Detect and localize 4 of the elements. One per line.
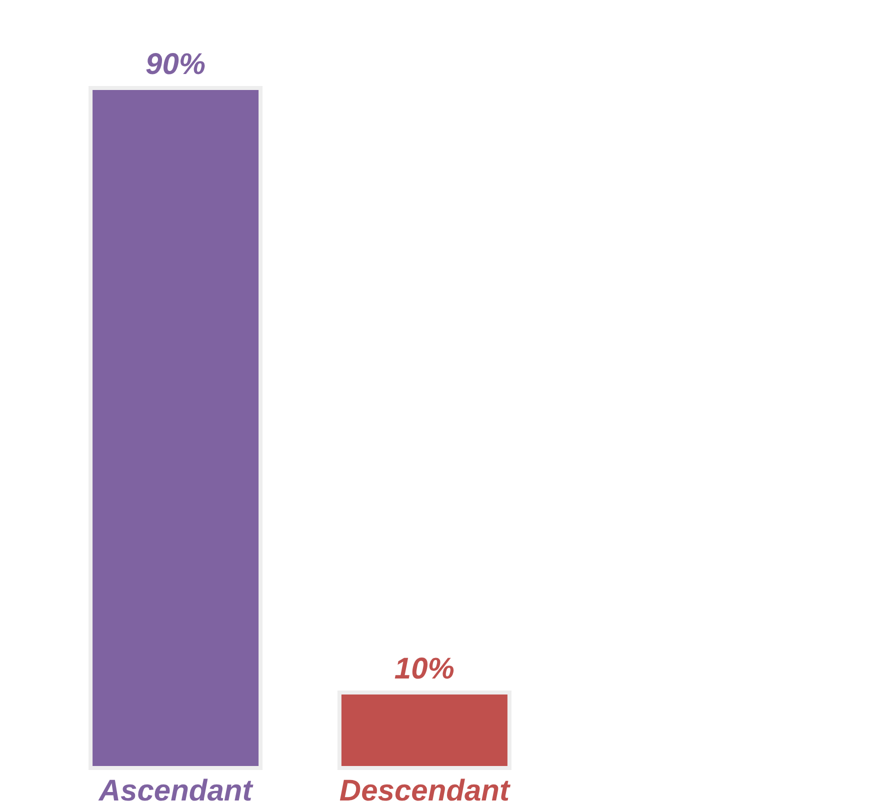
data-label: 90%: [146, 48, 206, 81]
data-label: 10%: [394, 652, 454, 686]
x-tick-label: Descendant: [339, 774, 512, 808]
x-tick-label: Ascendant: [98, 774, 254, 808]
